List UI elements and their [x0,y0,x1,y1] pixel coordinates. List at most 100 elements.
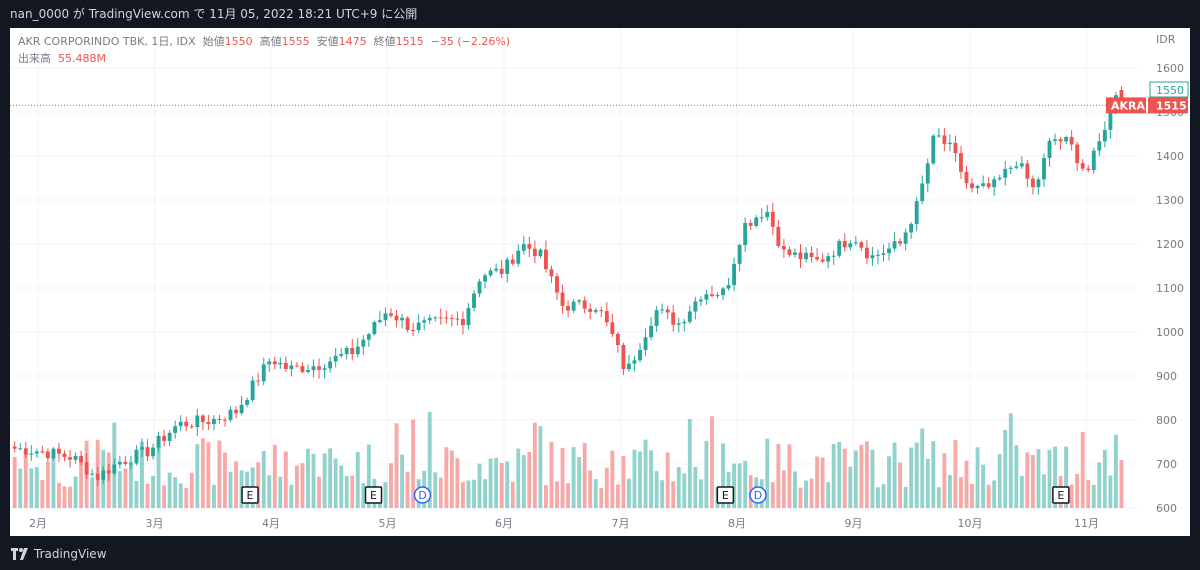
candle-body [914,201,919,224]
volume-bar [820,457,825,508]
candle-body [964,171,969,184]
candle-body [909,223,914,233]
candle-body [140,447,144,450]
chart-panel[interactable]: 6007008009001000110012001300140015001600… [10,28,1190,536]
volume-bar [1108,475,1113,508]
volume-bar [383,482,388,508]
candle-body [981,183,986,186]
candle-body [272,361,277,365]
dividend-marker[interactable] [413,486,432,504]
candle-body [997,177,1002,180]
candle-body [333,355,338,362]
x-tick-label: 7月 [612,517,630,530]
x-tick-label: 9月 [845,517,863,530]
candle-body [726,285,731,289]
volume-bar [217,440,222,508]
volume-bar [903,486,908,508]
volume-bar [588,470,593,508]
volume-bar [682,473,687,508]
candle-body [632,360,637,364]
volume-bar [848,466,853,508]
candle-body [560,292,565,307]
volume-bar [787,444,792,508]
volume-bar [925,458,930,508]
symbol-tag-text: AKRA [1111,99,1146,112]
volume-bar [472,479,476,508]
volume-bar [267,475,272,508]
candle-body [1075,144,1080,164]
candle-body [765,212,770,218]
candle-body [1053,139,1057,141]
candle-body [294,365,299,367]
candle-body [693,301,698,312]
event-label: E [247,489,254,502]
volume-bar [51,450,56,508]
candle-body [566,306,571,311]
x-tick-label: 8月 [728,517,746,530]
volume-bar [389,463,393,508]
volume-bar [499,462,504,508]
volume-bar [1014,445,1019,508]
candle-body [682,321,687,324]
volume-bar [1036,449,1041,508]
earnings-marker[interactable] [1052,486,1070,504]
volume-bar [167,472,172,508]
candle-body [405,317,410,331]
last-price-text: 1515 [1156,99,1187,112]
volume-bar [449,450,454,508]
volume-bar [1119,460,1124,508]
candle-body [544,249,548,270]
earnings-marker[interactable] [364,486,383,504]
volume-bar [721,443,725,508]
candle-body [306,370,310,373]
dividend-marker[interactable] [749,486,767,504]
earnings-marker[interactable] [241,486,259,504]
candle-body [12,446,17,449]
volume-bar [870,449,875,508]
volume-bar [953,440,958,508]
volume-bar [1053,446,1057,508]
volume-bar [853,450,858,508]
candle-body [748,223,753,226]
candle-body [167,432,172,441]
candle-body [1025,163,1030,179]
volume-bar [45,462,50,508]
earnings-marker[interactable] [716,486,735,504]
volume-bar [859,444,864,508]
candle-body [250,380,255,401]
candle-body [189,426,194,428]
candle-body [870,255,875,259]
volume-bar [1113,434,1118,508]
volume-bar [1069,484,1074,508]
volume-bar [366,444,371,508]
volume-bar [394,423,399,508]
volume-bar [798,487,803,508]
volume-bar [1075,474,1080,508]
volume-bar [687,419,692,508]
candle-body [29,453,34,455]
volume-bar [831,444,836,508]
volume-bar [505,461,510,508]
candle-body [986,183,991,188]
candle-body [737,245,742,264]
candle-body [211,418,216,425]
volume-bar [223,452,227,508]
candlestick-chart[interactable]: 6007008009001000110012001300140015001600… [10,28,1190,536]
publish-title: nan_0000 が TradingView.com で 11月 05, 202… [10,7,418,21]
candle-body [344,347,349,355]
y-tick-label: 800 [1156,414,1177,427]
volume-bar [444,447,449,508]
candle-body [1058,139,1063,142]
volume-bar [18,468,23,508]
grid-lines [10,28,1138,509]
volume-bar [909,447,914,508]
volume-bar [156,439,161,508]
candle-body [267,361,272,365]
candle-body [239,404,244,414]
volume-bar [256,462,261,508]
candle-body [853,242,858,244]
candle-body [350,347,355,355]
volume-bar [577,456,582,508]
volume-bar [178,483,183,508]
candle-body [422,320,427,323]
